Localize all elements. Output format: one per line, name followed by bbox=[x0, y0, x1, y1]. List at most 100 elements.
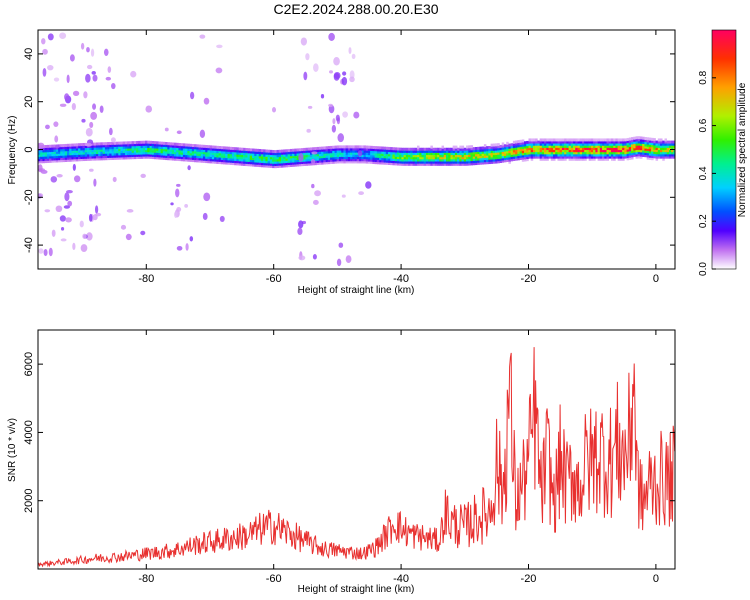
spectrogram-ridge-cell bbox=[581, 155, 585, 159]
spectrogram-ridge-cell bbox=[657, 153, 661, 157]
spectrogram-ridge-cell bbox=[191, 148, 195, 152]
spectrogram-ridge-cell bbox=[325, 154, 329, 158]
spectrogram-ridge-cell bbox=[561, 147, 565, 151]
spectrogram-ridge-cell bbox=[425, 152, 429, 156]
spectrogram-ridge-cell bbox=[481, 157, 485, 161]
spectrogram-ridge-cell bbox=[445, 156, 449, 160]
spectrogram-ridge-cell bbox=[102, 150, 106, 154]
spectrogram-ridge-cell bbox=[80, 156, 83, 160]
spectrogram-ridge-cell bbox=[639, 136, 643, 140]
spectrogram-ridge-cell bbox=[303, 152, 306, 156]
spectrogram-ridge-cell bbox=[249, 163, 253, 167]
spectrogram-ridge-cell bbox=[423, 154, 427, 158]
spectrogram-ridge-cell bbox=[218, 161, 222, 165]
spectrogram-ridge-cell bbox=[381, 150, 384, 154]
spectrogram-ridge-cell bbox=[307, 160, 311, 164]
spectrogram-ridge-cell bbox=[548, 151, 552, 155]
spectrogram-ridge-cell bbox=[55, 159, 59, 163]
spectrogram-ridge-cell bbox=[474, 146, 478, 150]
spectrogram-ridge-cell bbox=[577, 153, 581, 157]
spectrogram-ridge-cell bbox=[495, 156, 498, 160]
spectrogram-ridge-cell bbox=[220, 159, 224, 163]
spectrogram-ridge-cell bbox=[628, 148, 632, 152]
spectrogram-ridge-cell bbox=[477, 146, 480, 150]
spectrogram-ridge-cell bbox=[171, 155, 175, 159]
spectrogram-ridge-cell bbox=[388, 151, 391, 155]
spectrogram-ridge-cell bbox=[470, 155, 474, 159]
spectrogram-ridge-cell bbox=[550, 140, 554, 144]
spectrogram-ridge-cell bbox=[588, 138, 592, 142]
spectrogram-ridge-cell bbox=[410, 156, 413, 160]
spectrogram-ridge-cell bbox=[635, 136, 639, 140]
spectrogram-ridge-cell bbox=[321, 153, 324, 157]
spectrogram-ridge-cell bbox=[470, 158, 474, 162]
spectrogram-ridge-cell bbox=[187, 156, 190, 160]
spectrogram-ridge-cell bbox=[347, 151, 351, 155]
spectrogram-ridge-cell bbox=[160, 156, 164, 160]
spectrogram-ridge-cell bbox=[281, 156, 284, 160]
spectrogram-ridge-cell bbox=[593, 138, 596, 142]
spectrogram-ridge-cell bbox=[133, 156, 137, 160]
spectrogram-ridge-cell bbox=[187, 152, 190, 156]
spectrogram-ridge-cell bbox=[211, 154, 215, 158]
spectrogram-ridge-cell bbox=[664, 144, 667, 148]
spectrogram-ridge-cell bbox=[617, 144, 621, 148]
spectrogram-ridge-cell bbox=[648, 156, 652, 160]
spectrogram-ridge-cell bbox=[472, 162, 476, 166]
spectrogram-ridge-cell bbox=[381, 155, 384, 159]
spectrogram-ridge-cell bbox=[430, 162, 433, 166]
spectrogram-ridge-cell bbox=[581, 144, 585, 148]
spectrogram-ridge-cell bbox=[428, 152, 431, 156]
spectrogram-ridge-cell bbox=[537, 155, 540, 159]
spectrogram-ridge-cell bbox=[316, 151, 320, 155]
spectrogram-ridge-cell bbox=[425, 147, 429, 151]
spectrogram-ridge-cell bbox=[200, 146, 204, 150]
spectrogram-ridge-cell bbox=[167, 152, 170, 156]
spectrogram-ridge-cell bbox=[341, 160, 344, 164]
spectrogram-ridge-cell bbox=[158, 141, 161, 145]
spectrogram-ridge-cell bbox=[392, 162, 395, 166]
spectrogram-ridge-cell bbox=[566, 147, 569, 151]
spectrogram-ridge-cell bbox=[236, 153, 239, 157]
spectrogram-ridge-cell bbox=[517, 150, 520, 154]
spectrogram-ridge-cell bbox=[156, 149, 159, 153]
spectrogram-ridge-cell bbox=[278, 164, 282, 168]
spectrogram-ridge-cell bbox=[218, 158, 222, 162]
spectrogram-ridge-cell bbox=[314, 147, 317, 151]
spectrogram-ridge-cell bbox=[327, 148, 331, 152]
spectrogram-ridge-cell bbox=[405, 147, 409, 151]
spectrogram-ridge-cell bbox=[671, 147, 674, 151]
spectrogram-ridge-cell bbox=[173, 146, 177, 150]
spectrogram-ridge-cell bbox=[526, 145, 529, 149]
spectrogram-ridge-cell bbox=[593, 153, 596, 157]
spectrogram-ridge-cell bbox=[136, 156, 139, 160]
spectrogram-ridge-cell bbox=[546, 153, 549, 157]
spectrogram-ridge-cell bbox=[653, 146, 656, 150]
spectrogram-ridge-cell bbox=[637, 136, 641, 140]
spectrogram-ridge-cell bbox=[120, 148, 123, 152]
spectrogram-ridge-cell bbox=[202, 149, 206, 153]
spectrogram-ridge-cell bbox=[318, 157, 322, 161]
spectrogram-ridge-cell bbox=[604, 151, 607, 155]
spectrogram-ridge-cell bbox=[243, 156, 246, 160]
spectrogram-ridge-cell bbox=[503, 144, 507, 148]
spectrogram-ridge-cell bbox=[314, 162, 317, 166]
spectrogram-ridge-cell bbox=[334, 145, 338, 149]
spectrogram-ridge-cell bbox=[590, 142, 594, 146]
spectrogram-ridge-cell bbox=[457, 156, 460, 160]
spectrogram-ridge-cell bbox=[450, 152, 453, 156]
spectrogram-ridge-cell bbox=[214, 149, 217, 153]
spectrogram-ridge-cell bbox=[78, 153, 81, 157]
spectrogram-ridge-cell bbox=[541, 157, 545, 161]
spectrogram-ridge-cell bbox=[503, 152, 507, 156]
spectrogram-ridge-cell bbox=[530, 155, 534, 159]
spectrogram-ridge-cell bbox=[205, 153, 208, 157]
spectrogram-noise-speckle bbox=[48, 247, 53, 257]
spectrogram-ridge-cell bbox=[635, 155, 639, 159]
spectrogram-ridge-cell bbox=[187, 145, 190, 149]
spectrogram-ridge-cell bbox=[254, 155, 257, 159]
spectrogram-ridge-cell bbox=[539, 147, 543, 151]
spectrogram-ridge-cell bbox=[575, 151, 578, 155]
spectrogram-ridge-cell bbox=[379, 159, 382, 163]
spectrogram-ridge-cell bbox=[673, 151, 675, 155]
